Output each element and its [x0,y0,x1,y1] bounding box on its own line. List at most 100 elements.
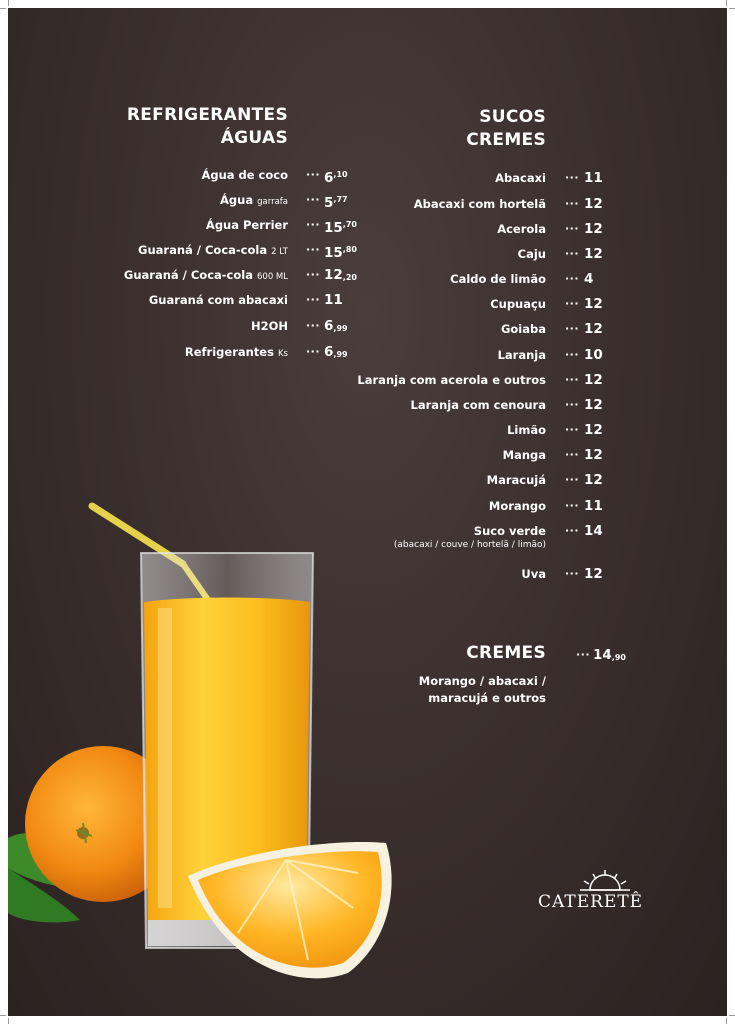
leader-dots: ··· [565,171,580,184]
menu-item-name: Limão [507,423,546,437]
menu-item: Água Perrier [88,216,288,234]
cremes-price: 14,90 [593,646,626,667]
menu-item-price: 12 [584,196,603,212]
price-cents: ,77 [333,195,348,204]
menu-item-name: Uva [521,567,546,581]
heading-line: SUCOS [479,107,546,127]
cremes-desc-line: maracujá e outros [428,691,546,705]
crop-mark [0,1015,6,1016]
menu-item-name: Morango [488,499,546,513]
leader-dots: ··· [565,373,580,386]
menu-item-name: Água Perrier [206,216,288,234]
leader-dots: ··· [565,272,580,285]
leader-dots: ··· [565,197,580,210]
menu-item-name: Suco verde [473,524,546,538]
leader-dots: ··· [565,499,580,512]
cremes-price-whole: 14 [593,647,612,663]
glass [139,552,315,949]
menu-item-name: Cupuaçu [490,297,546,311]
cremes-price-cents: ,90 [611,653,626,662]
menu-item-price: 12,20 [324,266,357,287]
item-name-text: Refrigerantes [184,345,274,359]
leader-dots: ··· [565,423,580,436]
menu-item: Maracujá [316,471,546,489]
straw [88,502,187,568]
menu-item-price: 12 [584,397,603,413]
leader-dots: ··· [306,293,321,306]
leader-dots: ··· [565,473,580,486]
price-whole: 6 [324,170,334,186]
menu-item: Abacaxi [316,169,546,187]
leader-dots: ··· [306,218,321,231]
price-cents: ,20 [342,273,357,282]
menu-item-price: 12 [584,221,603,237]
menu-item-name: Guaraná / Coca-cola 2 LT [138,241,288,261]
item-name-text: Água Perrier [205,218,288,232]
menu-item-name: H2OH [251,317,288,335]
leader-dots: ··· [565,448,580,461]
item-name-text: H2OH [250,319,288,333]
menu-item-name: Maracujá [486,473,546,487]
heading-line: ÁGUAS [220,128,288,148]
price-cents: ,99 [333,324,348,333]
menu-item: Cupuaçu [316,295,546,313]
menu-item-price: 12 [584,296,603,312]
leader-dots: ··· [306,268,321,281]
leader-dots: ··· [306,168,321,181]
menu-item-name: Manga [502,448,546,462]
juice [144,597,310,920]
crop-mark [0,8,6,9]
leader-dots: ··· [565,398,580,411]
menu-item-price: 4 [584,271,594,287]
menu-item-name: Água de coco [201,166,288,184]
heading-line: CREMES [466,130,546,150]
leader-dots: ··· [565,297,580,310]
leader-dots: ··· [565,222,580,235]
crop-mark [8,0,9,6]
item-name-text: Água [220,193,254,207]
menu-item-price: 12 [584,321,603,337]
menu-item-price: 11 [584,170,603,186]
menu-item: Caldo de limão [316,270,546,288]
price-cents: ,99 [333,350,348,359]
menu-item: Guaraná / Coca-cola 600 ML [88,266,288,284]
cremes-dots: ··· [576,648,591,661]
menu-item: H2OH [88,317,288,335]
menu-item-name: Caju [517,247,546,261]
sucos-heading: SUCOS CREMES [466,106,546,152]
price-whole: 6 [324,318,334,334]
price-whole: 12 [324,267,343,283]
menu-item: Água garrafa [88,191,288,209]
leader-dots: ··· [306,345,321,358]
menu-item-name: Laranja [497,348,546,362]
menu-item: Guaraná / Coca-cola 2 LT [88,241,288,259]
menu-item-name: Goiaba [500,322,546,336]
menu-item: Uva [316,565,546,583]
menu-item-price: 15,70 [324,216,357,237]
price-whole: 15 [324,245,343,261]
menu-item-price: 12 [584,447,603,463]
menu-item: Caju [316,245,546,263]
menu-item: Acerola [316,220,546,238]
leader-dots: ··· [565,322,580,335]
menu-item: Morango [316,497,546,515]
item-name-text: Guaraná / Coca-cola [123,268,253,282]
item-name-text: Guaraná / Coca-cola [138,243,268,257]
menu-item-price: 12 [584,246,603,262]
menu-item-name: Caldo de limão [450,272,546,286]
menu-item-price: 10 [584,347,603,363]
item-name-text: Água de coco [201,168,288,182]
leader-dots: ··· [306,319,321,332]
menu-item-price: 11 [324,291,343,309]
menu-item: Laranja com cenoura [316,396,546,414]
orange-fruit [25,746,181,902]
menu-item: Água de coco [88,166,288,184]
menu-item: Manga [316,446,546,464]
price-cents: ,80 [342,245,357,254]
menu-item-name: Refrigerantes Ks [185,343,288,363]
menu-item-name: Laranja com acerola e outros [357,373,546,387]
leaf [8,833,78,888]
menu-item-price: 6,99 [324,343,348,364]
menu-page: REFRIGERANTES ÁGUAS Água de coco ··· 6,10 Á… [8,8,727,1016]
menu-item-name: Laranja com cenoura [410,398,546,412]
